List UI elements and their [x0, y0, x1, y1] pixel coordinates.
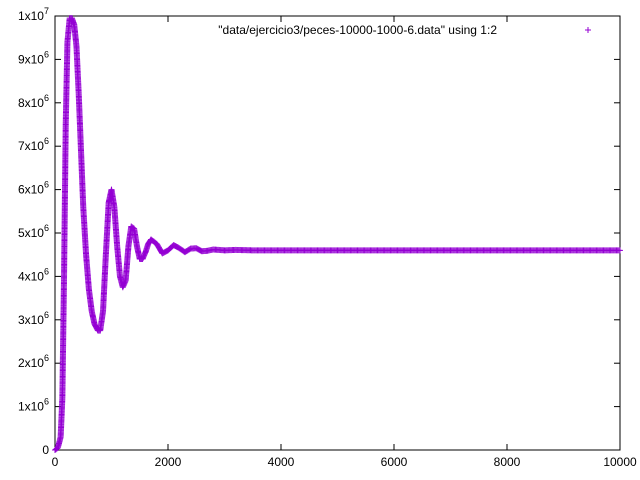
- y-tick-label: 6x106: [18, 180, 49, 197]
- y-tick-label: 0: [42, 443, 49, 457]
- x-tick-label: 10000: [603, 455, 637, 469]
- data-point: [617, 247, 623, 254]
- y-tick-label: 5x106: [18, 223, 49, 240]
- y-tick-label: 2x106: [18, 353, 49, 370]
- series-layer: [52, 15, 623, 453]
- legend-marker-icon: [585, 27, 591, 33]
- legend: "data/ejercicio3/peces-10000-1000-6.data…: [218, 23, 591, 37]
- plot-border: [54, 15, 621, 451]
- x-tick-label: 8000: [494, 455, 521, 469]
- x-tick-label: 4000: [268, 455, 295, 469]
- y-tick-label: 1x107: [18, 6, 49, 23]
- x-tick-label: 6000: [381, 455, 408, 469]
- data-points: [52, 15, 623, 453]
- x-tick-label: 0: [52, 455, 59, 469]
- axes: 0 2000 4000 6000 8000 10000 0 1x106 2x106 3x106 4x…: [18, 6, 637, 469]
- x-tick-label: 2000: [155, 455, 182, 469]
- y-tick-label: 1x106: [18, 397, 49, 414]
- legend-marker: [585, 27, 591, 33]
- y-tick-label: 7x106: [18, 136, 49, 153]
- y-tick-label: 4x106: [18, 266, 49, 283]
- y-tick-label: 3x106: [18, 310, 49, 327]
- y-tick-label: 8x106: [18, 93, 49, 110]
- legend-entry-label: "data/ejercicio3/peces-10000-1000-6.data…: [218, 23, 497, 37]
- y-tick-label: 9x106: [18, 49, 49, 66]
